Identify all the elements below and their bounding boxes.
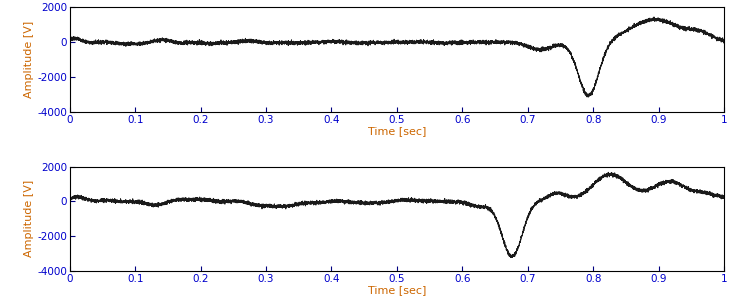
X-axis label: Time [sec]: Time [sec]	[368, 126, 426, 136]
X-axis label: Time [sec]: Time [sec]	[368, 285, 426, 295]
Y-axis label: Amplitude [V]: Amplitude [V]	[24, 180, 35, 257]
Y-axis label: Amplitude [V]: Amplitude [V]	[24, 21, 35, 98]
